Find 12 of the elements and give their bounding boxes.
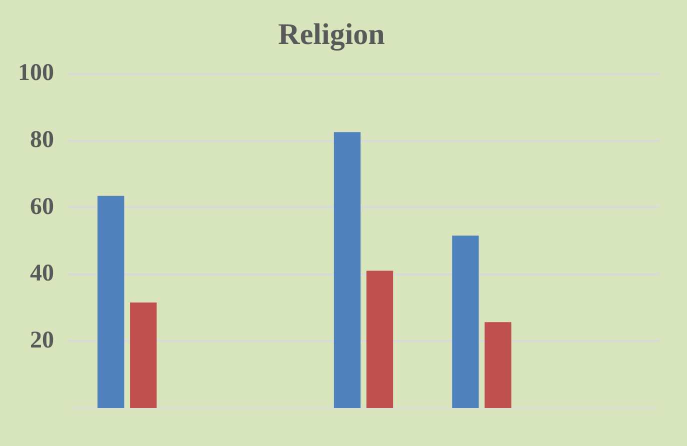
bar xyxy=(484,322,512,408)
bar xyxy=(98,196,124,408)
y-tick-label: 100 xyxy=(18,60,54,86)
chart-title: Religion xyxy=(278,18,386,51)
y-tick-label: 20 xyxy=(30,327,54,354)
bar xyxy=(366,270,394,408)
bar xyxy=(130,302,157,408)
y-tick-label: 60 xyxy=(30,194,54,220)
y-tick-label: 80 xyxy=(30,127,54,154)
bar xyxy=(452,236,479,408)
bar xyxy=(334,132,361,408)
y-tick-label: 40 xyxy=(30,260,54,287)
